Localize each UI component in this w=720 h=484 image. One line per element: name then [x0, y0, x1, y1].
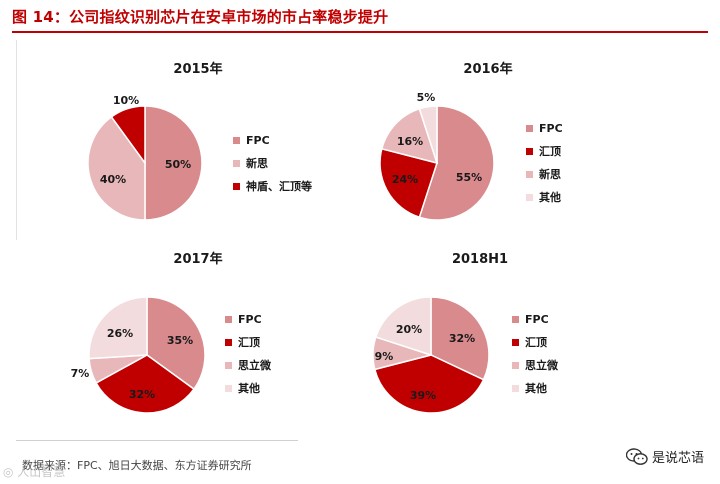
legend-label: 思立微: [525, 358, 559, 372]
legend-swatch: [225, 339, 232, 346]
slice-value-label: 55%: [456, 171, 482, 184]
pie-slice: [146, 296, 206, 391]
legend-label: 其他: [525, 381, 547, 395]
title-rule: [12, 31, 708, 33]
pie-slice: [110, 105, 146, 166]
legend-swatch: [526, 171, 533, 178]
legend-label: 其他: [539, 190, 561, 204]
legend-swatch: [233, 160, 240, 167]
pie-slice: [430, 296, 490, 381]
legend-label: 新思: [246, 156, 268, 170]
brand-mark: 是说芯语: [625, 447, 704, 466]
chart-title: 2017年: [173, 251, 222, 267]
legend-label: FPC: [238, 313, 262, 326]
legend-label: 思立微: [238, 358, 272, 372]
pie-slice: [95, 354, 195, 414]
pie-slice: [373, 354, 485, 414]
legend-swatch: [512, 385, 519, 392]
legend-label: 汇顶: [539, 145, 561, 158]
legend-label: FPC: [525, 313, 549, 326]
pie-slice: [88, 296, 148, 360]
pie-slice: [379, 147, 438, 219]
slice-value-label: 26%: [107, 327, 133, 340]
watermark: ◎ 人山智慧: [3, 465, 66, 479]
legend-swatch: [512, 339, 519, 346]
legend-label: 汇顶: [525, 336, 547, 349]
pie-slice: [374, 296, 432, 357]
legend-swatch: [512, 362, 519, 369]
legend-swatch: [512, 316, 519, 323]
legend-label: 新思: [539, 167, 561, 181]
pie-slice: [87, 115, 146, 221]
chart-title: 2018H1: [452, 252, 508, 267]
slice-value-label: 39%: [410, 389, 436, 402]
legend-label: 汇顶: [238, 336, 260, 349]
legend-label: 其他: [238, 381, 260, 395]
legend-swatch: [233, 137, 240, 144]
source-rule: [16, 440, 298, 441]
slice-value-label: 5%: [417, 91, 436, 104]
legend-swatch: [526, 148, 533, 155]
source-note: 数据来源：FPC、旭日大数据、东方证券研究所: [22, 459, 252, 472]
figure-title: 图 14：公司指纹识别芯片在安卓市场的市占率稳步提升: [12, 8, 389, 26]
chart-title: 2016年: [463, 61, 512, 77]
slice-value-label: 16%: [397, 135, 423, 148]
legend-swatch: [225, 362, 232, 369]
pie-slice: [418, 105, 495, 221]
slice-value-label: 35%: [167, 334, 193, 347]
legend-swatch: [526, 194, 533, 201]
legend-label: 神盾、汇顶等: [246, 179, 312, 193]
slice-value-label: 20%: [396, 323, 422, 336]
brand-name: 是说芯语: [651, 451, 704, 466]
slice-value-label: 32%: [449, 332, 475, 345]
chart-title: 2015年: [173, 61, 222, 77]
left-rule: [16, 40, 17, 240]
slice-value-label: 32%: [129, 388, 155, 401]
slice-value-label: 24%: [392, 173, 418, 186]
slice-value-label: 50%: [165, 158, 191, 171]
legend-swatch: [526, 125, 533, 132]
legend-swatch: [233, 183, 240, 190]
slice-value-label: 10%: [113, 94, 139, 107]
legend-swatch: [225, 316, 232, 323]
slice-value-label: 7%: [71, 367, 90, 380]
pie-slice: [144, 105, 203, 221]
slice-value-label: 9%: [375, 350, 394, 363]
legend-swatch: [225, 385, 232, 392]
wechat-icon: [625, 447, 648, 465]
pie-slice: [418, 105, 438, 164]
slice-value-label: 40%: [100, 173, 126, 186]
legend-label: FPC: [539, 122, 563, 135]
legend-label: FPC: [246, 134, 270, 147]
